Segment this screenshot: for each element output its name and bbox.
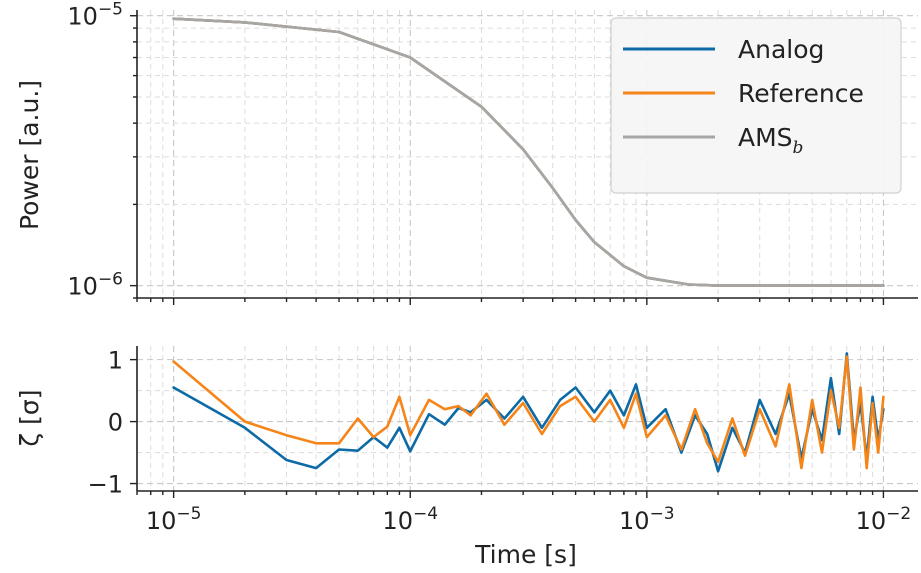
bottom-axes: 10−5 10−4 10−3 10−2 1 0 −1	[88, 346, 918, 535]
legend-label: Reference	[738, 79, 864, 108]
legend-box	[610, 17, 902, 194]
x-axis-label: Time [s]	[474, 540, 577, 569]
bottom-y-tick-label: 0	[108, 409, 123, 437]
top-series-lines	[172, 17, 885, 287]
top-y-axis-label: Power [a.u.]	[15, 80, 44, 230]
bottom-series-analog	[172, 352, 885, 473]
top-y-tick-label: 10−6	[67, 270, 123, 301]
top-series-ams	[172, 17, 885, 287]
bottom-series-lines	[172, 352, 885, 473]
x-tick-label: 10−5	[146, 504, 202, 535]
x-tick-label: 10−4	[382, 504, 438, 535]
bottom-y-tick-label: 1	[108, 347, 123, 375]
legend: Analog Reference AMSb	[610, 17, 902, 194]
top-axes: 10−5 10−6	[67, 0, 918, 305]
x-tick-label: 10−2	[856, 504, 912, 535]
legend-label: Analog	[738, 35, 824, 64]
top-panel: 10−5 10−6 Power [a.u.] Analog Reference AMS…	[15, 0, 918, 305]
bottom-panel: 10−5 10−4 10−3 10−2 1 0 −1 ζ [σ] Time [s]	[15, 346, 918, 569]
top-y-tick-label: 10−5	[67, 0, 123, 31]
legend-label: AMSb	[738, 123, 803, 158]
bottom-y-axis-label: ζ [σ]	[15, 390, 44, 447]
bottom-y-tick-label: −1	[88, 471, 123, 499]
bottom-series-reference	[172, 355, 885, 470]
x-tick-label: 10−3	[619, 504, 675, 535]
